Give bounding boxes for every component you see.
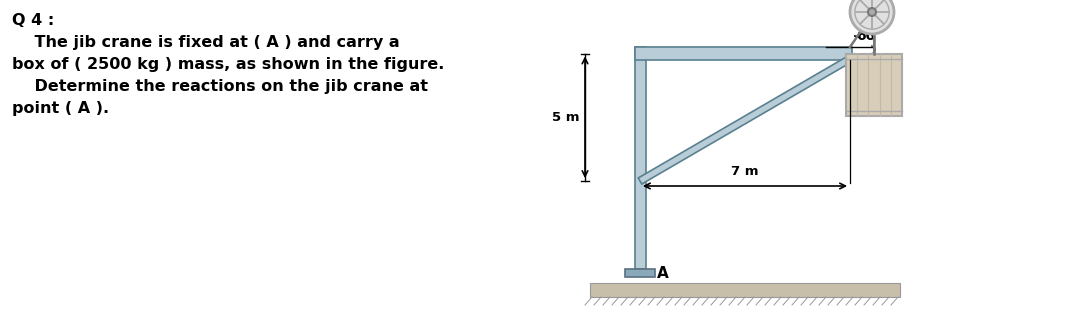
Circle shape bbox=[850, 0, 894, 34]
Circle shape bbox=[868, 8, 876, 16]
Text: box of ( 2500 kg ) mass, as shown in the figure.: box of ( 2500 kg ) mass, as shown in the… bbox=[12, 57, 444, 72]
Polygon shape bbox=[638, 57, 850, 184]
Bar bbox=[635, 47, 852, 60]
Text: 60: 60 bbox=[856, 29, 875, 43]
Text: 5 m: 5 m bbox=[552, 111, 579, 124]
Text: °: ° bbox=[870, 33, 876, 43]
Text: The jib crane is fixed at ( A ) and carry a: The jib crane is fixed at ( A ) and carr… bbox=[12, 35, 400, 50]
Text: 7 m: 7 m bbox=[731, 165, 759, 178]
Text: Q 4 :: Q 4 : bbox=[12, 13, 54, 28]
Bar bbox=[846, 54, 902, 116]
Bar bbox=[590, 283, 900, 297]
Bar bbox=[625, 269, 654, 277]
Bar bbox=[635, 47, 646, 269]
Text: A: A bbox=[657, 266, 669, 281]
Text: Determine the reactions on the jib crane at: Determine the reactions on the jib crane… bbox=[12, 79, 428, 94]
Text: point ( A ).: point ( A ). bbox=[12, 101, 109, 116]
